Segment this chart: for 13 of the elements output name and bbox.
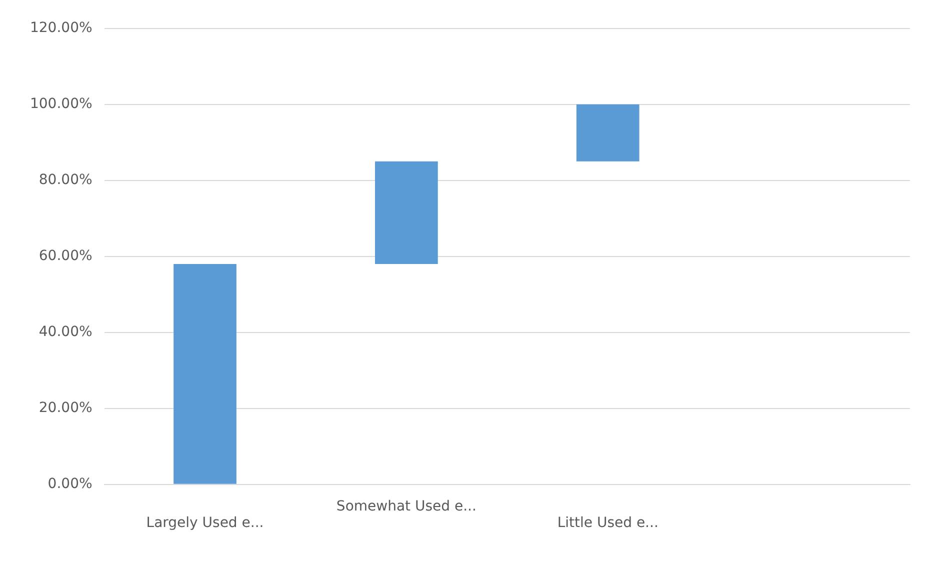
y-tick-label: 20.00%	[38, 400, 92, 416]
x-tick-label: Little Used e...	[557, 515, 658, 532]
x-tick-label: Largely Used e...	[146, 515, 264, 532]
y-tick-label: 60.00%	[38, 248, 92, 264]
y-tick-label: 120.00%	[30, 20, 92, 36]
y-tick-label: 100.00%	[30, 96, 92, 112]
y-tick-label: 0.00%	[48, 476, 92, 492]
x-tick-label: Somewhat Used e...	[336, 498, 476, 514]
bar	[576, 104, 640, 162]
bar	[375, 161, 438, 264]
y-tick-label: 80.00%	[38, 172, 92, 188]
y-tick-label: 40.00%	[38, 324, 92, 340]
bar	[174, 264, 236, 484]
